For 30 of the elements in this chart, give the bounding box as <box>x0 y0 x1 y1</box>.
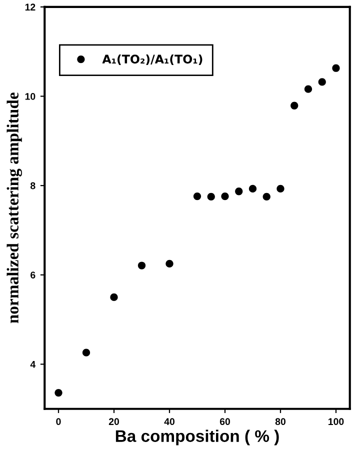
x-tick-label: 100 <box>328 418 344 426</box>
point <box>207 192 215 201</box>
point <box>276 184 284 193</box>
legend-label: A₁(TO₂)/A₁(TO₁) <box>102 54 202 65</box>
x-axis-title: Ba composition ( % ) <box>116 430 279 446</box>
x-tick-label: 20 <box>108 418 120 426</box>
point <box>304 85 312 93</box>
point <box>290 102 298 110</box>
point <box>332 64 340 72</box>
point <box>193 192 202 200</box>
y-axis-title: normalized scattering amplitude <box>6 92 22 324</box>
point <box>221 192 229 200</box>
point <box>82 348 90 356</box>
point <box>248 184 257 193</box>
point <box>262 192 270 201</box>
point <box>110 293 118 302</box>
x-tick-label: 60 <box>220 418 230 426</box>
point <box>235 188 243 196</box>
x-tick-label: 80 <box>275 418 286 426</box>
point <box>318 78 326 86</box>
y-tick-label: 10 <box>25 92 36 100</box>
point <box>54 388 62 397</box>
y-tick-label: 8 <box>30 182 36 190</box>
x-tick-label: 0 <box>56 418 61 426</box>
y-tick-label: 4 <box>30 361 36 368</box>
y-tick-label: 12 <box>25 4 36 10</box>
y-tick-label: 6 <box>30 272 36 279</box>
point <box>138 262 146 270</box>
point <box>166 260 174 268</box>
x-tick-label: 40 <box>164 418 175 426</box>
